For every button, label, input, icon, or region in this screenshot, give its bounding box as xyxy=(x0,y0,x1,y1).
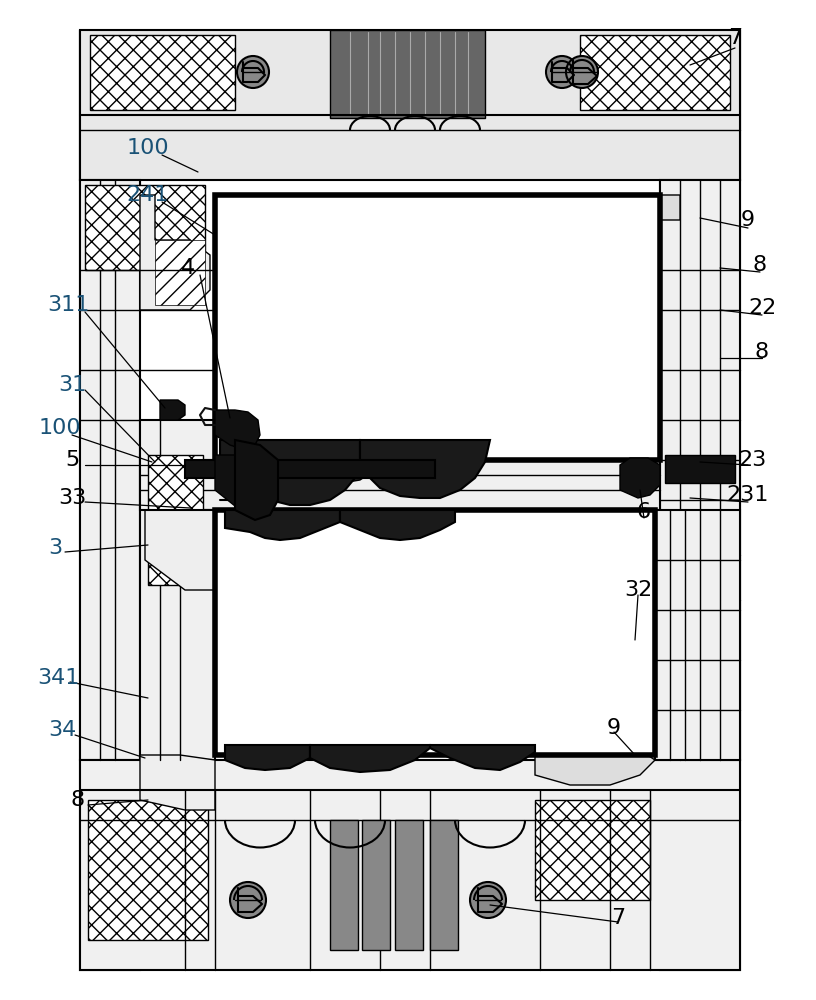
Text: 241: 241 xyxy=(126,185,169,205)
Bar xyxy=(155,240,205,305)
Text: 34: 34 xyxy=(48,720,76,740)
Text: 5: 5 xyxy=(65,450,79,470)
Circle shape xyxy=(237,56,269,88)
Bar xyxy=(330,30,485,118)
Text: 8: 8 xyxy=(71,790,85,810)
Circle shape xyxy=(566,56,598,88)
Polygon shape xyxy=(160,400,185,420)
Polygon shape xyxy=(280,455,375,485)
Circle shape xyxy=(470,882,506,918)
Text: 9: 9 xyxy=(607,718,621,738)
Text: 7: 7 xyxy=(728,28,742,48)
Text: 22: 22 xyxy=(748,298,776,318)
Polygon shape xyxy=(360,440,490,498)
Text: 100: 100 xyxy=(126,138,169,158)
Polygon shape xyxy=(215,410,260,450)
Polygon shape xyxy=(660,180,740,760)
Text: 8: 8 xyxy=(755,342,769,362)
Polygon shape xyxy=(215,455,265,510)
Polygon shape xyxy=(225,510,340,540)
Polygon shape xyxy=(140,755,215,810)
Bar xyxy=(665,455,735,483)
Polygon shape xyxy=(340,510,455,540)
Polygon shape xyxy=(225,745,310,770)
Bar xyxy=(395,820,423,950)
Circle shape xyxy=(230,882,266,918)
Polygon shape xyxy=(145,510,215,590)
Text: 8: 8 xyxy=(753,255,767,275)
Polygon shape xyxy=(215,510,655,755)
Polygon shape xyxy=(655,510,740,760)
Polygon shape xyxy=(80,30,140,970)
Polygon shape xyxy=(80,30,740,180)
Bar xyxy=(222,202,652,442)
Polygon shape xyxy=(140,455,660,510)
Text: 7: 7 xyxy=(611,908,625,928)
Polygon shape xyxy=(660,30,740,970)
Bar xyxy=(85,185,205,270)
Bar xyxy=(362,820,390,950)
Polygon shape xyxy=(235,440,278,520)
Text: 31: 31 xyxy=(58,375,86,395)
Bar xyxy=(90,35,235,110)
Text: 231: 231 xyxy=(727,485,769,505)
Bar xyxy=(222,518,647,743)
Text: 4: 4 xyxy=(181,258,195,278)
Polygon shape xyxy=(80,180,140,760)
Polygon shape xyxy=(310,745,430,772)
Polygon shape xyxy=(215,195,660,460)
Text: 3: 3 xyxy=(48,538,62,558)
Text: 341: 341 xyxy=(37,668,79,688)
Polygon shape xyxy=(140,195,210,310)
Text: 9: 9 xyxy=(741,210,755,230)
Polygon shape xyxy=(640,195,680,220)
Bar xyxy=(330,820,358,950)
Polygon shape xyxy=(220,440,360,505)
Bar xyxy=(430,820,458,950)
Text: 23: 23 xyxy=(738,450,766,470)
Polygon shape xyxy=(535,750,655,785)
Polygon shape xyxy=(430,745,535,770)
Text: 311: 311 xyxy=(47,295,89,315)
Text: 32: 32 xyxy=(624,580,652,600)
Polygon shape xyxy=(80,760,740,970)
Bar xyxy=(535,800,650,900)
Text: 6: 6 xyxy=(637,502,651,522)
Polygon shape xyxy=(620,458,660,498)
Bar xyxy=(580,35,730,110)
Bar xyxy=(148,455,203,585)
Circle shape xyxy=(546,56,578,88)
Polygon shape xyxy=(185,460,435,478)
Text: 100: 100 xyxy=(38,418,82,438)
Text: 33: 33 xyxy=(58,488,86,508)
Bar xyxy=(88,800,208,940)
Polygon shape xyxy=(140,420,215,760)
